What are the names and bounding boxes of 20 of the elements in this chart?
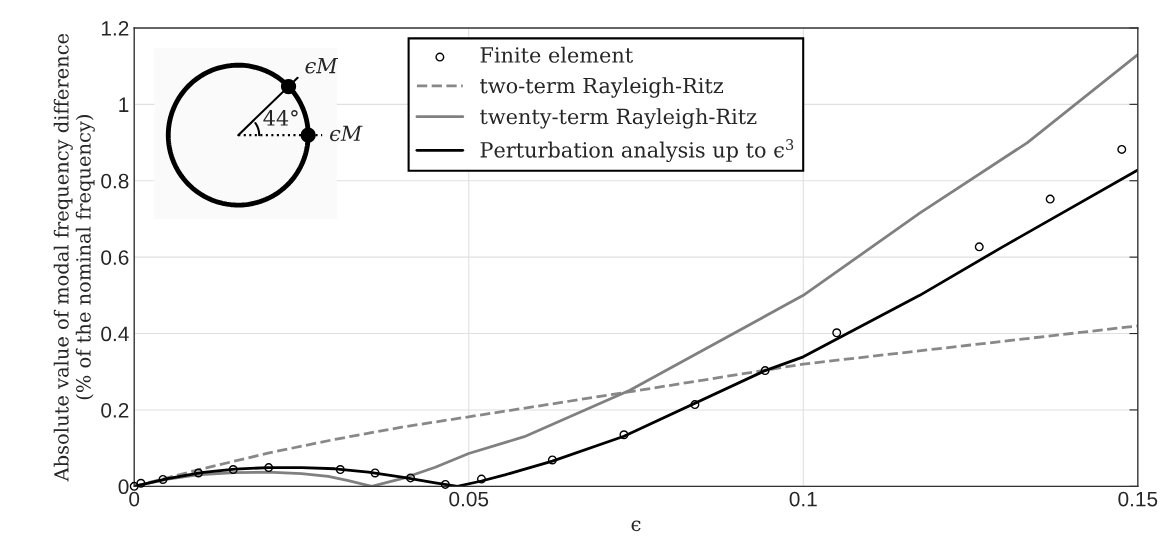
y-axis-title: Absolute value of modal frequency difference (% of the nominal frequency) xyxy=(53,33,95,482)
y-tick-label: 0.8 xyxy=(101,173,129,189)
legend-label: twenty-term Rayleigh-Ritz xyxy=(480,108,757,129)
annotation: ϵM xyxy=(305,57,339,74)
y-tick-label: 0 xyxy=(118,479,129,495)
x-tick-label: 0 xyxy=(129,491,140,507)
y-tick-label: 0.4 xyxy=(101,326,129,342)
legend-label: two-term Rayleigh-Ritz xyxy=(480,77,723,98)
legend-label: Finite element xyxy=(480,46,633,63)
annotation: 44° xyxy=(263,110,298,126)
x-tick-label: 0.1 xyxy=(789,491,817,507)
y-tick-label: 1 xyxy=(119,97,129,112)
y-tick-label: 1.2 xyxy=(101,20,129,36)
x-axis-title: ϵ xyxy=(631,520,641,532)
x-tick-label: 0.15 xyxy=(1118,491,1158,507)
y-tick-label: 0.6 xyxy=(101,250,129,265)
annotation: ϵM xyxy=(330,125,363,142)
x-tick-label: 0.05 xyxy=(449,491,489,507)
y-tick-label: 0.2 xyxy=(101,402,129,418)
legend-label: Perturbation analysis up to ϵ$^{3}$ xyxy=(480,139,794,163)
